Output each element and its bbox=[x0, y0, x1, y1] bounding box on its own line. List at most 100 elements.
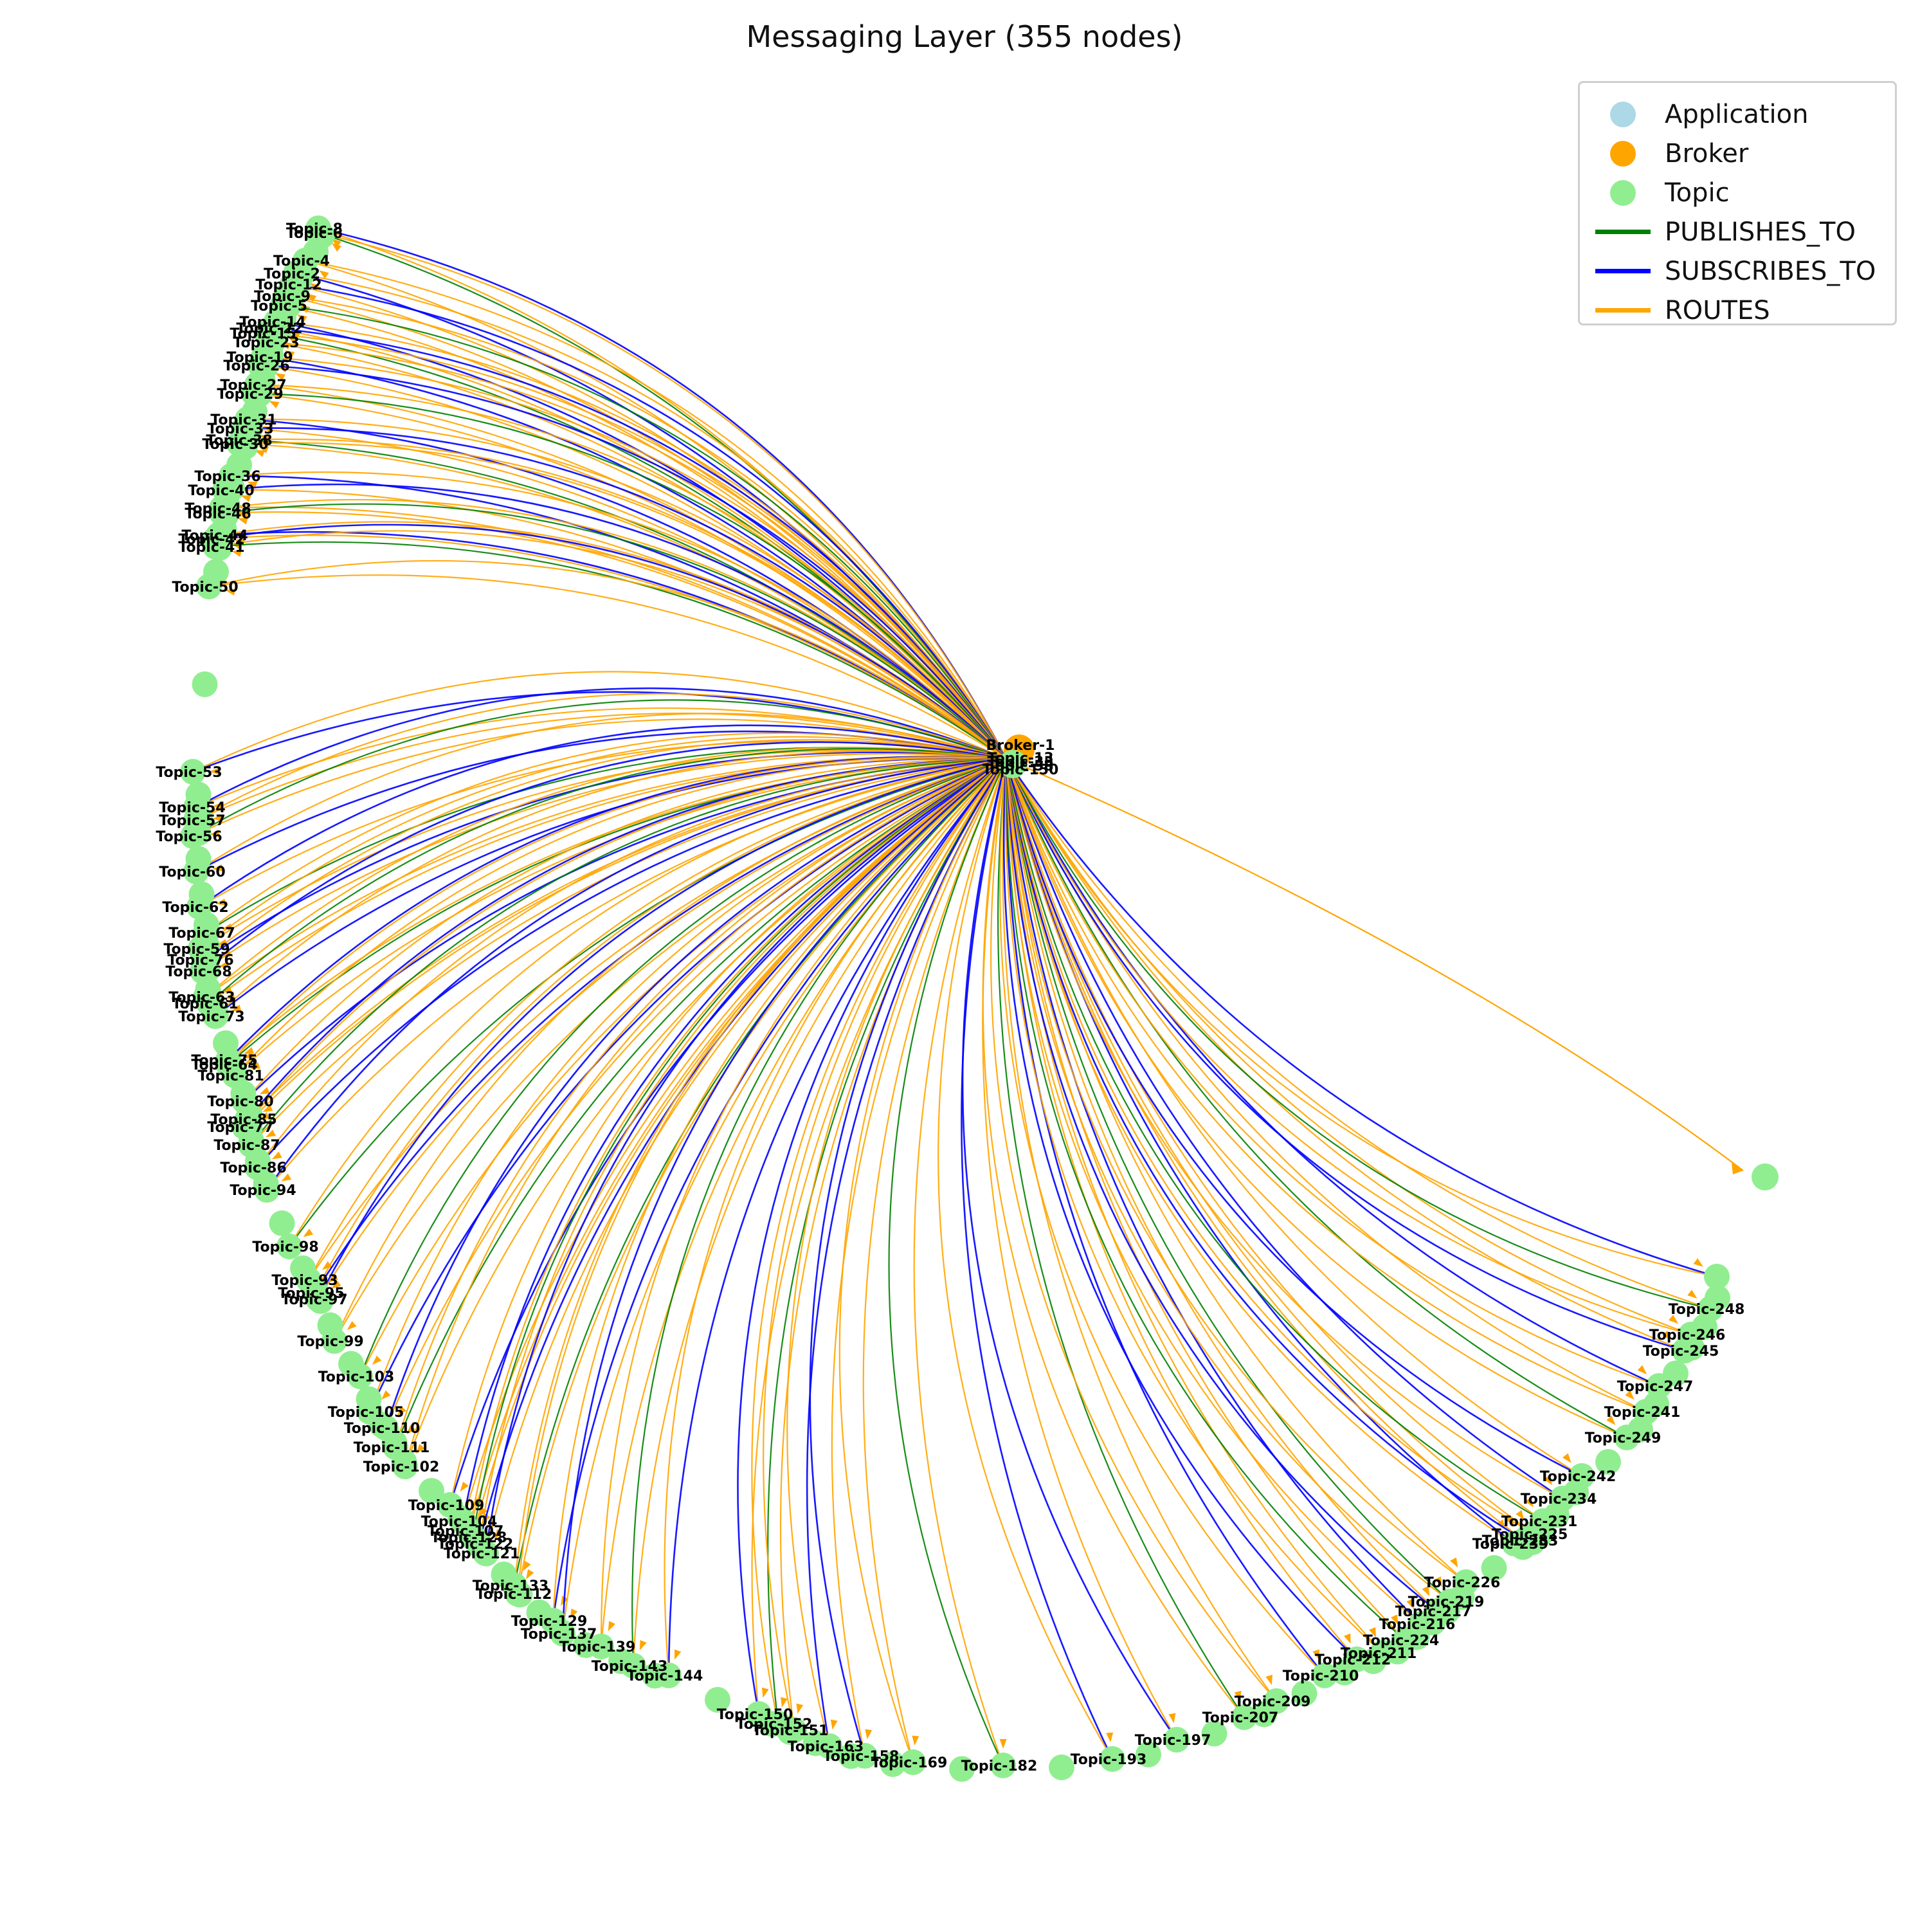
topic-label: Topic-23 bbox=[233, 335, 299, 351]
edge bbox=[982, 758, 1177, 1740]
edge bbox=[218, 521, 1007, 760]
publishes-to-line bbox=[1595, 230, 1651, 234]
edge bbox=[192, 718, 1007, 837]
edge bbox=[208, 574, 1007, 760]
edge bbox=[1005, 758, 1717, 1278]
edge bbox=[1006, 758, 1692, 1336]
topic-label: Topic-143 bbox=[592, 1659, 668, 1675]
topic-node bbox=[1370, 1640, 1395, 1666]
topic-node bbox=[900, 1749, 926, 1775]
edge bbox=[317, 758, 1007, 1300]
edge-arrowhead bbox=[1687, 1290, 1698, 1299]
topic-label: Topic-105 bbox=[328, 1405, 404, 1421]
topic-label: Topic-110 bbox=[344, 1421, 421, 1437]
topic-node bbox=[1100, 1746, 1125, 1772]
edge bbox=[632, 758, 1007, 1666]
edge bbox=[1005, 758, 1660, 1387]
topic-label: Topic-102 bbox=[363, 1459, 440, 1475]
topic-node bbox=[1481, 1555, 1507, 1581]
edge bbox=[269, 341, 1007, 760]
edge bbox=[394, 758, 1007, 1448]
topic-node bbox=[248, 352, 273, 378]
edge bbox=[244, 758, 1007, 1102]
edge-arrowhead bbox=[1662, 1330, 1672, 1340]
edge-arrowhead bbox=[303, 1228, 314, 1237]
edge bbox=[215, 524, 1007, 760]
edge-arrowhead bbox=[319, 270, 329, 279]
edge bbox=[449, 758, 1007, 1506]
edge-arrowhead bbox=[331, 242, 341, 252]
edge bbox=[202, 741, 1007, 972]
edge-arrowhead bbox=[415, 1444, 425, 1454]
edge bbox=[1005, 758, 1422, 1625]
edge bbox=[215, 530, 1007, 760]
topic-label: Topic-210 bbox=[1283, 1668, 1359, 1684]
edge bbox=[260, 364, 1008, 760]
topic-label: Topic-249 bbox=[1585, 1430, 1662, 1446]
hub-cluster-label: Topic-35 bbox=[987, 754, 1053, 770]
topic-node bbox=[1633, 1399, 1659, 1425]
topic-label: Topic-86 bbox=[220, 1160, 286, 1176]
edge-arrowhead bbox=[674, 1649, 682, 1660]
hub-cluster-label: Topic-58 bbox=[987, 758, 1053, 774]
topic-label: Topic-4 bbox=[273, 253, 330, 269]
edge bbox=[205, 732, 1007, 933]
edge-arrowhead bbox=[259, 1087, 270, 1095]
edge bbox=[1005, 758, 1563, 1499]
edge bbox=[751, 758, 1007, 1715]
edge bbox=[192, 671, 1007, 772]
legend-item-routes: ROUTES bbox=[1595, 291, 1895, 330]
edge-arrowhead bbox=[912, 1735, 919, 1746]
edge-arrowhead bbox=[796, 1703, 804, 1714]
edge bbox=[1005, 758, 1582, 1477]
edge bbox=[468, 758, 1007, 1531]
topic-label: Topic-248 bbox=[1669, 1302, 1745, 1318]
edge bbox=[224, 483, 1007, 760]
edge-arrowhead bbox=[1406, 1598, 1414, 1609]
legend-label: SUBSCRIBES_TO bbox=[1665, 256, 1876, 286]
edge bbox=[266, 758, 1007, 1190]
topic-node bbox=[392, 1454, 418, 1479]
topic-node bbox=[347, 1363, 373, 1389]
edge-layer bbox=[192, 227, 1744, 1766]
edge bbox=[215, 534, 1007, 760]
topic-label: Topic-197 bbox=[1135, 1733, 1211, 1749]
edge-arrowhead bbox=[1669, 1315, 1679, 1324]
node-layer bbox=[180, 215, 1779, 1782]
topic-label: Topic-53 bbox=[156, 765, 222, 781]
topic-node bbox=[254, 1177, 280, 1203]
topic-label: Topic-98 bbox=[252, 1239, 318, 1255]
topic-label: Topic-67 bbox=[168, 925, 235, 942]
edge-arrowhead bbox=[781, 1697, 788, 1708]
topic-node bbox=[1437, 1589, 1463, 1614]
edge-arrowhead bbox=[284, 350, 295, 358]
edge bbox=[195, 693, 1007, 821]
topic-node bbox=[1614, 1425, 1640, 1450]
edge bbox=[221, 511, 1007, 760]
edge-arrowhead bbox=[570, 1608, 578, 1619]
edge bbox=[1005, 758, 1525, 1542]
edge-arrowhead bbox=[271, 1151, 282, 1160]
topic-label: Topic-242 bbox=[1540, 1469, 1617, 1485]
edge bbox=[239, 442, 1007, 760]
topic-label: Topic-107 bbox=[428, 1524, 504, 1540]
edge-arrowhead bbox=[209, 830, 220, 837]
edge-arrowhead bbox=[830, 1719, 838, 1730]
topic-node bbox=[1646, 1373, 1672, 1399]
edge bbox=[516, 758, 1007, 1594]
edge bbox=[404, 758, 1007, 1467]
edge bbox=[997, 758, 1245, 1718]
edge bbox=[257, 383, 1007, 760]
legend-label: Topic bbox=[1665, 178, 1730, 208]
topic-label: Topic-5 bbox=[251, 298, 307, 314]
topic-label: Topic-245 bbox=[1643, 1344, 1719, 1360]
edge bbox=[305, 259, 1007, 760]
edge bbox=[257, 383, 1007, 760]
label-layer: Topic-8Topic-6Topic-4Topic-2Topic-12Topi… bbox=[156, 221, 1744, 1774]
edge-arrowhead bbox=[266, 1129, 276, 1138]
routes-line bbox=[1595, 308, 1651, 313]
edge-arrowhead bbox=[999, 1738, 1007, 1749]
edge bbox=[806, 758, 1008, 1747]
edge-arrowhead bbox=[1637, 1365, 1647, 1374]
